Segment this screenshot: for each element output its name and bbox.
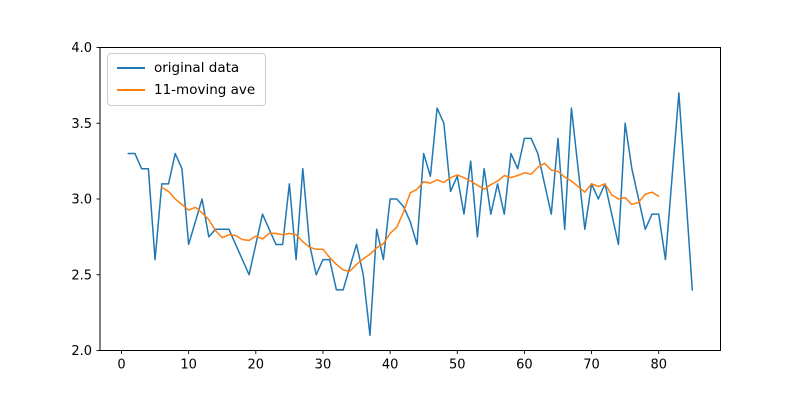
legend-label-original: original data <box>154 60 240 76</box>
x-tick-label: 70 <box>583 358 600 373</box>
legend: original data 11-moving ave <box>107 53 267 106</box>
y-tick-label: 3.0 <box>71 193 92 208</box>
x-tick-label: 20 <box>248 358 265 373</box>
x-tick-label: 80 <box>650 358 667 373</box>
y-tick-label: 2.0 <box>71 344 92 359</box>
y-tick-label: 2.5 <box>71 268 92 283</box>
x-tick-label: 40 <box>382 358 399 373</box>
line-moving-average <box>161 162 660 273</box>
legend-item-original-data: original data <box>117 61 255 76</box>
legend-line-swatch-moving-ave <box>117 89 145 92</box>
x-tick-label: 60 <box>516 358 533 373</box>
x-tick-label: 50 <box>449 358 466 373</box>
legend-line-swatch-original <box>117 67 145 70</box>
y-tick-label: 4.0 <box>71 41 92 56</box>
x-tick-label: 30 <box>315 358 332 373</box>
x-tick-label: 10 <box>180 358 197 373</box>
x-tick-label: 0 <box>117 358 125 373</box>
legend-item-moving-ave: 11-moving ave <box>117 81 256 98</box>
line-original-data <box>127 92 694 337</box>
y-tick-label: 3.5 <box>71 117 92 132</box>
legend-label-moving-ave: 11-moving ave <box>154 81 256 98</box>
